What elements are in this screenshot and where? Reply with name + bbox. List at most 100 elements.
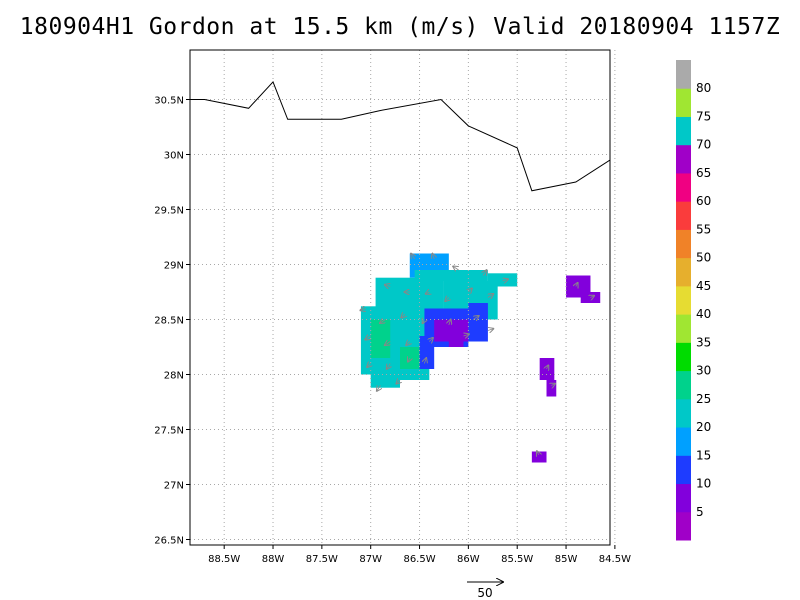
y-tick-label: 30N (164, 151, 184, 162)
colorbar-label: 75 (696, 109, 711, 123)
wind-vector (432, 254, 434, 259)
x-tick-label: 85.5W (501, 554, 533, 565)
wind-vector (424, 358, 426, 363)
wind-vector (468, 288, 472, 292)
wind-vector (380, 320, 385, 324)
x-tick-label: 87W (359, 554, 382, 565)
colorbar-label: 55 (696, 222, 711, 236)
wind-speed-cell (419, 336, 435, 369)
wind-speed-cell (448, 341, 464, 347)
y-tick-label: 29.5N (154, 206, 184, 217)
wind-vector (385, 342, 390, 346)
coastline-line (190, 80, 610, 192)
colorbar: 5 10 15 20 25 30 35 40 45 50 55 60 65 70 75 80 (676, 60, 711, 541)
colorbar-swatch (676, 144, 691, 174)
wind-vector (445, 298, 449, 302)
colorbar-label: 50 (696, 251, 711, 265)
wind-vector (365, 336, 370, 340)
wind-vector (463, 334, 468, 336)
wind-vector (423, 320, 425, 324)
wind-speed-field (360, 253, 601, 463)
reference-vector: 50 (467, 582, 503, 600)
colorbar-swatch (676, 60, 691, 89)
wind-vector (576, 283, 578, 287)
x-tick-label: 86.5W (403, 554, 435, 565)
wind-vector (473, 316, 478, 320)
y-tick-label: 27.5N (154, 426, 184, 437)
colorbar-label: 20 (696, 420, 711, 434)
wind-vector (449, 320, 451, 325)
colorbar-swatch (676, 370, 691, 400)
chart-title: 180904H1 Gordon at 15.5 km (m/s) Valid 2… (19, 14, 781, 40)
wind-vector (411, 254, 415, 259)
x-tick-label: 88W (262, 554, 285, 565)
y-axis-ticks: 26.5N 27N 27.5N 28N 28.5N 29N 29.5N 30N 30.5N (154, 96, 190, 547)
colorbar-swatch (676, 511, 691, 541)
coastline (190, 80, 610, 192)
colorbar-label: 60 (696, 194, 711, 208)
y-tick-label: 27N (164, 481, 184, 492)
y-tick-label: 28.5N (154, 316, 184, 327)
colorbar-label: 80 (696, 81, 711, 95)
colorbar-swatch (676, 427, 691, 456)
wind-vector (429, 338, 433, 342)
x-axis-ticks: 88.5W 88W 87.5W 87W 86.5W 86W 85.5W 85W 84.5W (208, 545, 631, 565)
wind-speed-cell (531, 451, 547, 463)
colorbar-label: 30 (696, 364, 711, 378)
wind-vector (387, 364, 391, 369)
colorbar-label: 40 (696, 307, 711, 321)
plot-frame (189, 49, 611, 546)
wind-vector (377, 386, 381, 391)
colorbar-swatch (676, 398, 691, 428)
wind-vector (537, 451, 539, 455)
colorbar-label: 15 (696, 448, 711, 462)
wind-vector (360, 309, 365, 311)
x-tick-label: 86W (457, 554, 480, 565)
colorbar-swatch (676, 314, 691, 343)
colorbar-swatch (676, 455, 691, 485)
x-tick-label: 87.5W (306, 554, 338, 565)
colorbar-label: 10 (696, 477, 711, 491)
colorbar-swatch (676, 172, 691, 202)
colorbar-label: 70 (696, 138, 711, 152)
colorbar-swatch (676, 342, 691, 372)
wind-vector (426, 292, 430, 294)
wind-vector (367, 364, 371, 368)
wind-vector (385, 285, 390, 287)
wind-vector (401, 314, 405, 318)
reference-label: 50 (477, 586, 492, 600)
wind-vector (406, 342, 410, 346)
wind-speed-cell (414, 270, 488, 281)
wind-speed-cell (370, 319, 391, 358)
y-tick-label: 26.5N (154, 536, 184, 547)
wind-vector (488, 329, 493, 331)
y-tick-label: 29N (164, 261, 184, 272)
wind-vector (396, 380, 400, 384)
wind-vectors (360, 254, 594, 455)
wind-speed-cell (468, 303, 488, 342)
x-tick-label: 88.5W (208, 554, 240, 565)
colorbar-swatch (676, 257, 691, 287)
colorbar-label: 25 (696, 392, 711, 406)
wind-speed-cell (370, 374, 400, 388)
wind-vector (590, 296, 594, 298)
wind-speed-cell (434, 319, 469, 342)
y-tick-label: 28N (164, 371, 184, 382)
wind-vector (483, 270, 487, 275)
wind-vector (503, 279, 508, 281)
colorbar-label: 45 (696, 279, 711, 293)
wind-speed-cell (546, 380, 557, 397)
colorbar-label: 5 (696, 505, 704, 519)
colorbar-label: 35 (696, 335, 711, 349)
x-tick-label: 85W (555, 554, 578, 565)
wind-speed-cell (539, 358, 555, 380)
x-tick-label: 84.5W (599, 554, 631, 565)
colorbar-swatch (676, 285, 691, 315)
colorbar-swatch (676, 229, 691, 259)
colorbar-swatch (676, 116, 691, 146)
y-tick-label: 30.5N (154, 96, 184, 107)
gridlines (190, 50, 616, 545)
colorbar-swatch (676, 483, 691, 513)
wind-vector (408, 358, 410, 362)
